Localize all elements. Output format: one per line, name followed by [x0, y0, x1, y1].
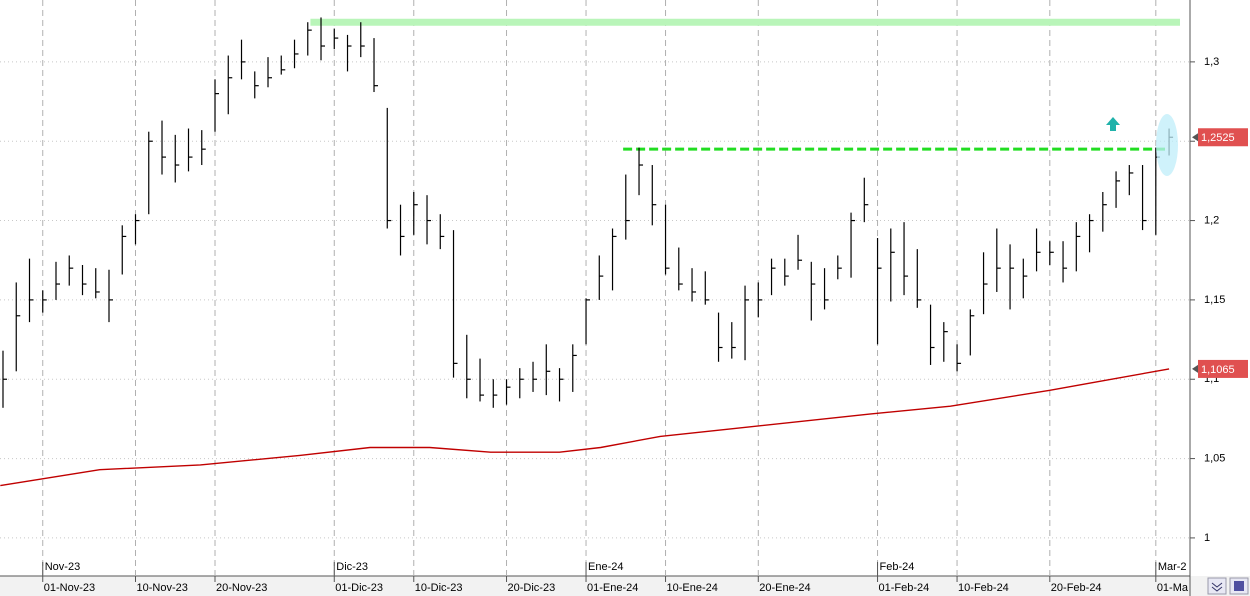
y-tick-label: 1,15	[1204, 294, 1225, 306]
price-tag	[1198, 359, 1248, 378]
y-tick-label: 1,3	[1204, 56, 1219, 68]
up-arrow	[1106, 117, 1120, 131]
highlight-ellipse	[1156, 114, 1178, 176]
month-label: Nov-23	[45, 561, 80, 573]
x-tick-label: 01-Feb-24	[879, 582, 930, 594]
price-tag-pointer	[1192, 364, 1198, 373]
x-tick-label: 10-Ene-24	[667, 582, 718, 594]
scroll-icon	[1211, 582, 1223, 592]
price-tag	[1198, 128, 1248, 147]
scroll-button[interactable]	[1207, 577, 1227, 595]
x-tick-label: 10-Dic-23	[415, 582, 463, 594]
month-label: Dic-23	[336, 561, 368, 573]
x-tick-label: 01-Ene-24	[587, 582, 638, 594]
y-tick-label: 1,2	[1204, 214, 1219, 226]
overlay-layer: 1,2525 1,1065	[1192, 128, 1248, 378]
y-tick-label: 1	[1204, 532, 1210, 544]
month-label: Feb-24	[880, 561, 915, 573]
x-tick-label: 01-Ma	[1157, 582, 1189, 594]
x-tick-label: 20-Ene-24	[759, 582, 810, 594]
month-label: Mar-2	[1158, 561, 1187, 573]
save-icon	[1234, 581, 1244, 591]
y-tick-label: 1,05	[1204, 452, 1225, 464]
x-tick-label: 01-Dic-23	[335, 582, 383, 594]
x-tick-label: 01-Nov-23	[44, 582, 95, 594]
x-tick-label: 20-Feb-24	[1051, 582, 1102, 594]
price-tag-label: 1,1065	[1201, 364, 1235, 376]
x-axis-strip	[0, 576, 1250, 596]
x-tick-label: 20-Dic-23	[508, 582, 556, 594]
x-tick-label: 10-Feb-24	[958, 582, 1009, 594]
price-tag-pointer	[1192, 133, 1198, 142]
x-tick-label: 10-Nov-23	[137, 582, 188, 594]
month-label: Ene-24	[588, 561, 623, 573]
moving-average-line	[0, 368, 1170, 487]
price-tag-label: 1,2525	[1201, 132, 1235, 144]
x-tick-label: 20-Nov-23	[216, 582, 267, 594]
plot-layer: 11,051,11,151,21,251,301-Nov-2310-Nov-23…	[0, 0, 1225, 594]
